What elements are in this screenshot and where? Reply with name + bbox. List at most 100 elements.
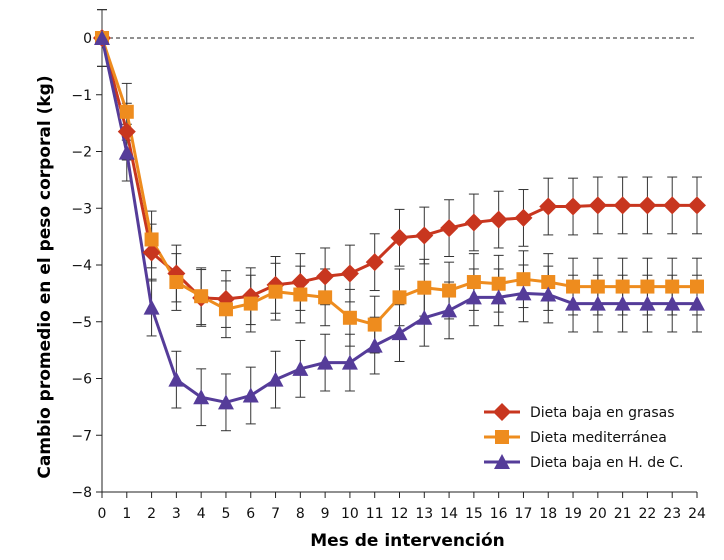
legend-marker [494,454,510,469]
data-point [291,273,310,292]
data-point [590,279,605,294]
data-point [539,197,558,216]
x-tick-label: 22 [639,506,657,522]
data-point [665,279,680,294]
data-point [640,279,655,294]
data-point [417,280,432,295]
data-point [564,197,583,216]
legend-label: Dieta baja en H. de C. [530,455,683,471]
data-point [466,275,481,290]
legend-item-0: Dieta baja en grasas [484,403,675,421]
data-point [243,296,258,311]
x-tick-label: 9 [321,506,330,522]
data-point [119,104,134,119]
data-point [168,371,185,387]
x-tick-label: 7 [271,506,280,522]
x-tick-label: 19 [564,506,582,522]
data-point [515,285,532,301]
y-tick-label: 0 [83,31,92,47]
data-point [689,295,705,311]
x-tick-label: 18 [539,506,557,522]
data-point [292,360,309,376]
data-point [588,196,607,215]
data-point [194,289,209,304]
data-point [514,208,533,227]
data-point [464,213,483,232]
data-point [318,290,333,305]
x-tick-label: 5 [221,506,230,522]
data-point [441,302,458,318]
data-point [242,387,259,403]
data-point [142,243,161,262]
x-axis-title: Mes de intervención [310,531,504,551]
data-point [341,354,358,370]
x-tick-label: 4 [197,506,206,522]
legend-marker [493,403,511,421]
data-point [639,295,656,311]
x-tick-label: 24 [688,506,706,522]
data-point [340,264,359,283]
x-tick-label: 15 [465,506,483,522]
y-tick-label: −5 [71,315,92,331]
series-points-2 [94,30,705,410]
legend: Dieta baja en grasas Dieta mediterránea Di… [484,403,683,471]
data-point [293,287,308,302]
legend-label: Dieta baja en grasas [530,405,675,421]
y-tick-label: −1 [71,88,92,104]
axes-group: 0−1−2−3−4−5−6−7−80 1 2 3 4 5 6 7 8 9 10 11 12 13 14 15 1… [71,10,706,522]
legend-label: Dieta mediterránea [530,430,667,446]
x-tick-label: 13 [415,506,433,522]
data-point [442,283,457,298]
data-point [118,144,135,160]
data-point [541,275,556,290]
x-tick-label: 23 [663,506,681,522]
x-tick-label: 8 [296,506,305,522]
data-point [440,219,459,238]
data-point [267,371,284,387]
data-point [367,317,382,332]
data-point [342,310,357,325]
series-points-1 [95,31,704,332]
x-tick-label: 17 [515,506,533,522]
x-tick-label: 11 [366,506,384,522]
data-point [94,30,110,45]
data-point [317,354,334,370]
data-point [117,122,136,141]
data-point [366,337,383,353]
data-point [516,272,531,287]
data-point [490,289,507,305]
x-tick-label: 10 [341,506,359,522]
data-point [268,284,283,299]
y-tick-label: −8 [71,485,92,501]
data-point [664,295,681,311]
data-point [614,295,631,311]
data-point [566,279,581,294]
x-tick-label: 12 [391,506,409,522]
data-point [218,302,233,317]
data-point [143,299,160,315]
data-point [565,295,582,311]
data-point [391,325,408,341]
y-tick-label: −3 [71,201,92,217]
data-point [416,309,433,325]
data-point [169,275,184,290]
data-point [392,290,407,305]
x-tick-label: 20 [589,506,607,522]
data-point [365,253,384,272]
x-tick-label: 1 [122,506,131,522]
y-axis-title: Cambio promedio en el peso corporal (kg) [35,75,55,478]
data-point [690,279,704,294]
data-point [193,389,210,405]
y-tick-label: −2 [71,145,92,161]
data-point [415,226,434,245]
x-tick-label: 6 [246,506,255,522]
legend-item-1: Dieta mediterránea [484,430,667,446]
data-point [540,286,557,302]
series-group [93,9,706,432]
data-point [489,210,508,229]
x-tick-label: 3 [172,506,181,522]
data-point [663,196,682,215]
legend-marker [495,430,509,444]
